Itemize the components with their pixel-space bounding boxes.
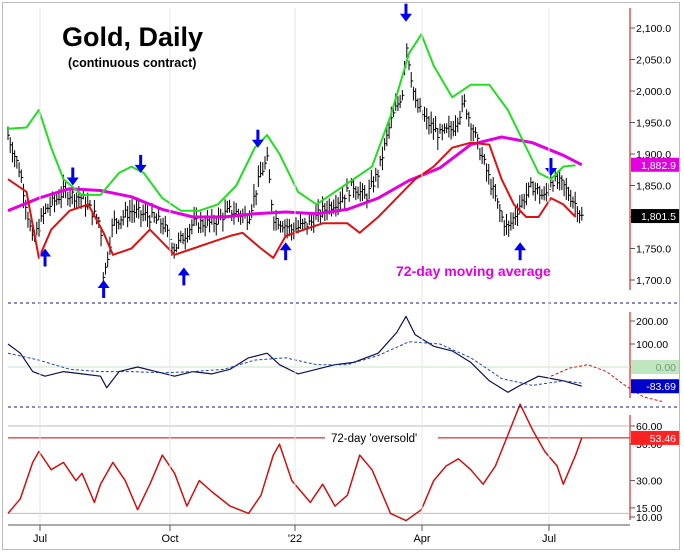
arrow-up-icon [279, 242, 292, 261]
price-series-1 [7, 33, 576, 212]
y-tick-label: 2,050.0 [636, 55, 671, 67]
last-value-text: -83.69 [646, 381, 676, 393]
arrow-head [97, 280, 110, 288]
x-tick-label: Oct [161, 533, 178, 545]
y-tick-label: 30.00 [636, 476, 662, 488]
price-bars [7, 43, 584, 282]
y-tick-label: 2,100.0 [636, 23, 671, 35]
y-tick-label: 1,750.0 [636, 244, 671, 256]
y-tick-label: 100.00 [636, 339, 668, 351]
arrow-down-icon [544, 158, 557, 177]
cycle-series-0 [7, 403, 583, 522]
last-value-label: 1,882.9 [631, 157, 679, 172]
y-tick-label: 10.00 [636, 512, 662, 524]
last-value-label: 0.00 [631, 360, 679, 374]
price-panel: 2,100.02,050.02,000.01,950.01,900.01,850… [7, 3, 679, 298]
arrow-down-icon [251, 129, 264, 148]
oversold-label-bg [325, 429, 438, 445]
arrow-head [399, 13, 412, 22]
x-tick-label: Jul [33, 533, 47, 545]
y-tick-label: 1,950.0 [636, 118, 671, 130]
last-value-text: 1,801.5 [641, 211, 676, 223]
x-tick-label: Apr [413, 533, 430, 545]
moving-average-label: 72-day moving average [396, 263, 551, 279]
y-tick-label: 60.00 [636, 421, 662, 433]
last-value-label: -83.69 [631, 379, 679, 394]
arrow-up-icon [514, 242, 527, 261]
y-tick-label: 2,000.0 [636, 86, 671, 98]
last-value-text: 53.46 [650, 433, 676, 445]
arrow-head [66, 177, 79, 186]
arrow-up-icon [97, 280, 110, 298]
arrow-down-icon [134, 154, 147, 173]
oscillator-series-1 [7, 341, 582, 386]
x-tick-label: '22 [288, 533, 302, 545]
oscillator-series-2 [550, 364, 663, 402]
last-value-label: 53.46 [631, 430, 679, 445]
arrow-head [514, 242, 527, 251]
arrow-head [134, 164, 147, 173]
series-72-day-moving-average [7, 135, 583, 219]
arrow-up-icon [177, 267, 190, 286]
x-axis: Jul Oct '22 Apr Jul [8, 8, 630, 545]
oversold-label: 72-day 'oversold' [331, 433, 417, 445]
panel-separators [8, 302, 680, 408]
chart-title: Gold, Daily [62, 22, 203, 52]
last-value-box [631, 430, 679, 445]
arrow-head [279, 242, 292, 251]
chart-subtitle: (continuous contract) [68, 56, 196, 70]
last-value-text: 0.00 [656, 362, 677, 374]
arrow-head [544, 168, 557, 177]
last-value-box [631, 360, 679, 374]
arrow-up-icon [39, 248, 52, 267]
last-value-text: 1,882.9 [641, 160, 676, 172]
last-value-label: 1,801.5 [631, 209, 679, 224]
y-tick-label: 200.00 [636, 316, 668, 328]
y-tick-label: 1,700.0 [636, 275, 671, 287]
price-series-2 [7, 141, 577, 259]
last-value-box [631, 157, 679, 172]
last-value-box [631, 209, 679, 224]
y-tick-label: 1,850.0 [636, 181, 671, 193]
arrow-down-icon [399, 3, 412, 22]
arrow-head [177, 267, 190, 276]
arrow-head [251, 139, 264, 148]
last-value-box [631, 379, 679, 394]
x-tick-label: Jul [542, 533, 556, 545]
y-tick-label: 15.00 [636, 503, 662, 515]
arrow-head [39, 248, 52, 257]
arrow-down-icon [66, 167, 79, 186]
oscillator-series-0 [7, 315, 582, 393]
